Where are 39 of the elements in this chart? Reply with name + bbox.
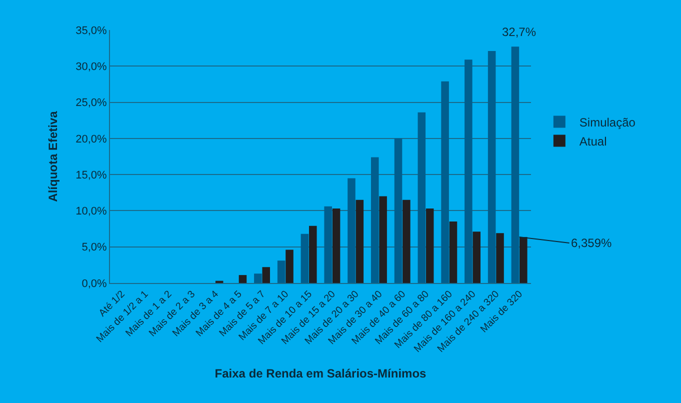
- bar: [379, 196, 387, 283]
- bar: [309, 226, 317, 283]
- bar: [254, 274, 262, 283]
- y-tick-label: 30,0%: [76, 60, 108, 73]
- bar: [496, 233, 504, 283]
- bar: [426, 208, 434, 283]
- bar: [332, 208, 340, 283]
- legend-label: Simulação: [579, 115, 636, 130]
- bar: [472, 232, 481, 283]
- bar: [418, 112, 426, 283]
- y-tick-label: 0,0%: [82, 278, 108, 290]
- bar: [348, 178, 356, 283]
- y-tick-label: 35,0%: [76, 24, 108, 37]
- bar: [464, 60, 472, 283]
- bar: [262, 267, 270, 283]
- bar: [300, 234, 309, 283]
- bar: [238, 275, 247, 283]
- bar: [324, 206, 332, 283]
- bar: [520, 237, 528, 283]
- y-tick-label: 20,0%: [76, 133, 108, 146]
- y-tick-label: 15,0%: [76, 169, 108, 182]
- x-axis-title: Faixa de Renda em Salários-Mínimos: [214, 366, 427, 381]
- y-tick-label: 10,0%: [76, 206, 108, 218]
- bar: [370, 157, 379, 283]
- bar: [394, 138, 402, 283]
- y-tick-label: 5,0%: [82, 242, 108, 254]
- bar: [402, 200, 410, 283]
- bar: [356, 200, 364, 283]
- legend-label: Atual: [579, 134, 607, 148]
- annotation: 32,7%: [502, 25, 536, 39]
- y-tick-label: 25,0%: [76, 97, 108, 110]
- bar: [511, 46, 520, 283]
- bar: [449, 222, 458, 283]
- bar: [441, 81, 449, 283]
- bar: [488, 50, 496, 283]
- bar: [286, 250, 294, 283]
- bar: [277, 260, 286, 283]
- annotation: 6,359%: [571, 236, 612, 250]
- y-axis-title: Alíquota Efetiva: [46, 110, 60, 202]
